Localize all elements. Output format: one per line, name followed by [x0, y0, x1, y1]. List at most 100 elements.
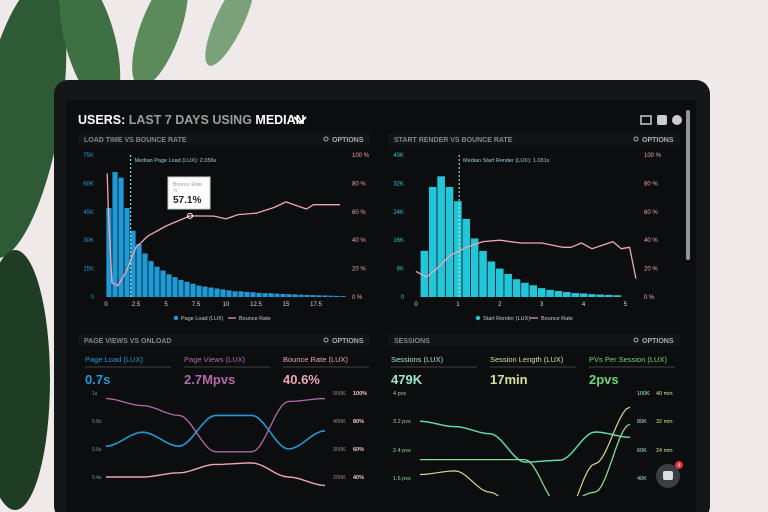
x-tick-label: 0	[414, 302, 418, 308]
bar	[579, 293, 588, 297]
options-button[interactable]: OPTIONS	[642, 137, 674, 144]
panel-header-render	[388, 133, 680, 145]
bar	[190, 283, 196, 297]
y2-tick-label: 500K	[333, 391, 346, 397]
legend-dot	[475, 315, 481, 321]
tooltip-value: 57.1%	[173, 195, 201, 206]
bar	[118, 177, 124, 297]
share-icon[interactable]	[657, 115, 667, 125]
bar	[292, 294, 298, 297]
y3-tick-label: 100%	[353, 391, 367, 397]
header-stat[interactable]: MEDIAN	[255, 113, 304, 127]
panel-title-sessions: SESSIONS	[394, 338, 430, 345]
metric-label: Bounce Rate (LUX)	[283, 355, 349, 364]
bar	[250, 292, 256, 297]
chart-pageviews: 1s 0.8s 0.6s 0.4s 500K 400K 300K 200K 100% 80% 60%…	[92, 391, 367, 487]
bar	[124, 208, 130, 297]
bar	[563, 292, 571, 297]
y-tick-label: 0	[91, 295, 95, 301]
y-tick-label: 1.6 pvs	[393, 476, 411, 482]
y3-tick-label: 40 min	[656, 391, 673, 397]
y2-tick-label: 400K	[333, 419, 346, 425]
bar	[154, 266, 160, 297]
bar	[504, 273, 512, 297]
options-button[interactable]: OPTIONS	[332, 338, 364, 345]
monitor-icon[interactable]	[640, 115, 652, 125]
bounce-rate-line	[415, 239, 637, 279]
x-tick-label: 0	[104, 302, 108, 308]
y3-tick-label: 60%	[353, 447, 364, 453]
bar	[546, 289, 554, 297]
y2-tick-label: 20 %	[644, 267, 658, 273]
y-tick-label: 75K	[83, 153, 94, 159]
y2-tick-label: 200K	[333, 475, 346, 481]
bar	[238, 291, 244, 297]
y-tick-label: 2.4 pvs	[393, 448, 411, 454]
gear-icon[interactable]	[323, 337, 329, 343]
x-tick-label: 4	[582, 302, 586, 308]
options-button[interactable]: OPTIONS	[642, 338, 674, 345]
gear-icon[interactable]	[633, 136, 639, 142]
chevron-down-icon[interactable]	[293, 116, 307, 125]
gear-icon[interactable]	[323, 136, 329, 142]
bar	[142, 253, 148, 297]
bar	[454, 201, 462, 297]
median-label: Median Start Render (LUX): 1.031s	[463, 158, 549, 164]
bar	[604, 294, 613, 297]
bar	[226, 290, 232, 297]
bar	[148, 261, 154, 297]
y2-tick-label: 100K	[637, 391, 650, 397]
page-load-line	[105, 414, 326, 450]
bar	[178, 279, 184, 297]
bounce-rate-line	[106, 173, 340, 287]
chat-button[interactable]: 4	[656, 461, 683, 488]
bar	[571, 293, 579, 297]
bar	[521, 282, 529, 297]
y2-tick-label: 40 %	[644, 238, 658, 244]
metric-label: Session Length (LUX)	[490, 355, 564, 364]
y-tick-label: 3.2 pvs	[393, 419, 411, 425]
y-tick-label: 45K	[83, 210, 94, 216]
y-tick-label: 1s	[92, 391, 98, 397]
bar	[529, 285, 538, 297]
dashboard-header[interactable]: USERS: LAST 7 DAYS USING MEDIAN	[78, 113, 307, 127]
bar	[106, 208, 112, 297]
bar	[196, 285, 202, 297]
chart-render: 0 8K 16K 24K 32K 40K 0 % 20 % 40 % 60 % 80 % 100 % 0…	[393, 153, 661, 322]
panel-header-load	[78, 133, 370, 145]
svg-text:USERS: LAST 7 DAYS USING MEDIA: USERS: LAST 7 DAYS USING MEDIAN	[78, 113, 305, 127]
bar	[274, 293, 280, 297]
bar	[588, 294, 596, 297]
bar	[316, 295, 322, 297]
bar	[304, 294, 310, 297]
y2-tick-label: 80 %	[644, 181, 658, 187]
bar	[286, 294, 292, 297]
bar	[310, 295, 316, 297]
y2-tick-label: 0 %	[644, 295, 655, 301]
x-tick-label: 7.5	[192, 302, 201, 308]
options-button[interactable]: OPTIONS	[332, 137, 364, 144]
bar	[322, 295, 328, 297]
x-tick-label: 3	[540, 302, 544, 308]
sessions-line	[420, 423, 631, 496]
x-tick-label: 5	[164, 302, 168, 308]
bar	[462, 218, 471, 297]
bar	[244, 291, 250, 297]
notification-count: 4	[678, 463, 681, 469]
metric-label: Page Load (LUX)	[85, 355, 143, 364]
screen	[66, 100, 696, 512]
metrics-pageviews: Page Load (LUX) 0.7s Page Views (LUX) 2.7Mp…	[85, 355, 369, 387]
chart-sessions: 4 pvs 3.2 pvs 2.4 pvs 1.6 pvs 100K 80K 60K 40K 4…	[393, 391, 673, 496]
help-icon[interactable]	[672, 115, 682, 125]
tooltip-box	[167, 176, 211, 210]
metric-value: 2pvs	[589, 372, 619, 387]
bar	[537, 288, 546, 297]
session-length-line	[419, 406, 631, 496]
x-tick-label: 10	[223, 302, 230, 308]
scrollbar[interactable]	[686, 110, 690, 260]
page-views-line	[105, 397, 326, 453]
y2-tick-label: 60K	[637, 448, 647, 454]
gear-icon[interactable]	[633, 337, 639, 343]
bar	[512, 279, 521, 297]
panel-title-render: START RENDER VS BOUNCE RATE	[394, 137, 513, 144]
